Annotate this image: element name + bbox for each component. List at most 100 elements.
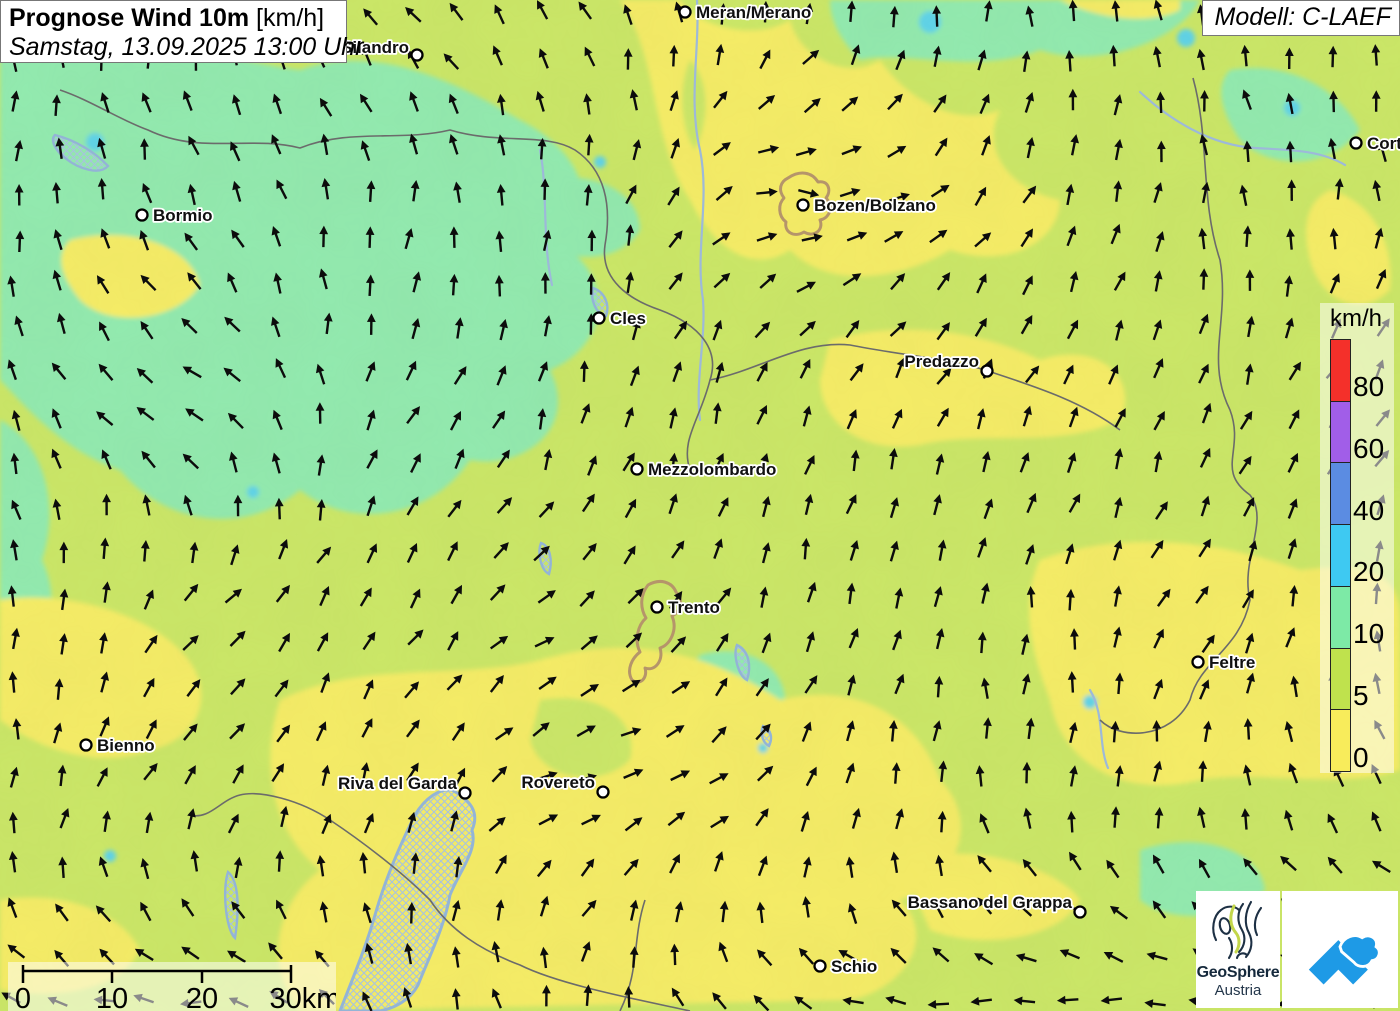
wind-arrow-shaft bbox=[229, 728, 241, 740]
wind-arrow-head bbox=[587, 773, 597, 782]
wind-arrow-shaft bbox=[141, 951, 154, 962]
wind-arrow bbox=[536, 771, 558, 781]
wind-arrow bbox=[1113, 585, 1122, 607]
wind-arrow bbox=[1198, 363, 1209, 384]
legend-panel: km/h 80 60 40 20 10 5 0 bbox=[1320, 303, 1394, 773]
wind-arrow-head bbox=[629, 899, 639, 909]
wind-arrow-head bbox=[719, 900, 729, 910]
wind-arrow bbox=[1114, 496, 1123, 519]
wind-arrow-head bbox=[1241, 808, 1250, 817]
wind-arrow-shaft bbox=[756, 368, 765, 382]
wind-arrow bbox=[1288, 762, 1299, 784]
wind-arrow bbox=[139, 229, 150, 251]
wind-arrow-head bbox=[848, 96, 859, 106]
wind-arrow-shaft bbox=[367, 13, 379, 26]
wind-arrow-head bbox=[538, 48, 547, 58]
wind-arrow-head bbox=[848, 494, 857, 504]
wind-arrow-shaft bbox=[631, 326, 638, 341]
wind-arrow-head bbox=[321, 672, 331, 682]
wind-arrow-shaft bbox=[1153, 635, 1162, 649]
city-marker bbox=[1191, 655, 1205, 669]
wind-arrow-head bbox=[1198, 858, 1207, 869]
wind-arrow bbox=[977, 897, 993, 915]
wind-arrow-head bbox=[1245, 269, 1255, 278]
wind-arrow bbox=[229, 630, 246, 647]
wind-arrow-shaft bbox=[101, 328, 110, 342]
wind-arrow-head bbox=[760, 678, 769, 688]
wind-arrow-shaft bbox=[234, 101, 242, 116]
wind-arrow-head bbox=[498, 854, 507, 865]
wind-arrow bbox=[183, 583, 199, 602]
wind-arrow bbox=[496, 184, 506, 206]
wind-arrow-shaft bbox=[936, 327, 947, 341]
wind-arrow-head bbox=[586, 493, 595, 504]
wind-arrow-shaft bbox=[852, 457, 857, 472]
wind-arrow-head bbox=[235, 723, 246, 733]
wind-arrow-head bbox=[280, 805, 289, 816]
wind-arrow-shaft bbox=[887, 148, 901, 158]
wind-arrow bbox=[670, 137, 680, 159]
wind-arrow-head bbox=[189, 583, 199, 594]
wind-arrow-shaft bbox=[407, 950, 413, 965]
wind-arrow bbox=[1025, 365, 1040, 384]
wind-arrow-head bbox=[893, 93, 903, 103]
wind-arrow bbox=[1025, 717, 1035, 740]
wind-arrow-head bbox=[1153, 46, 1162, 56]
wind-arrow bbox=[366, 543, 378, 564]
wind-arrow-shaft bbox=[712, 235, 725, 246]
wind-arrow bbox=[802, 896, 811, 918]
legend-color-bar bbox=[1330, 339, 1351, 772]
wind-arrow-head bbox=[1289, 498, 1298, 508]
wind-arrow-head bbox=[1245, 632, 1255, 643]
wind-arrow-shaft bbox=[1153, 417, 1163, 431]
wind-arrow bbox=[1115, 319, 1124, 341]
wind-arrow-head bbox=[1198, 760, 1208, 770]
wind-arrow bbox=[1248, 540, 1258, 562]
wind-arrow-head bbox=[977, 897, 987, 907]
wind-arrow-head bbox=[146, 677, 155, 688]
wind-arrow bbox=[795, 147, 817, 157]
wind-arrow-head bbox=[148, 719, 157, 729]
wind-arrow-shaft bbox=[275, 416, 283, 431]
wind-arrow bbox=[7, 897, 18, 918]
wind-arrow bbox=[95, 905, 112, 923]
wind-arrow bbox=[537, 361, 548, 382]
wind-arrow bbox=[316, 632, 329, 652]
wind-arrow bbox=[538, 501, 555, 518]
wind-arrow bbox=[1284, 317, 1294, 339]
city-label: Trento bbox=[668, 598, 720, 617]
wind-arrow bbox=[671, 540, 685, 559]
wind-arrow bbox=[1240, 44, 1250, 67]
wind-arrow bbox=[713, 851, 724, 872]
wind-arrow-shaft bbox=[538, 680, 551, 690]
wind-arrow bbox=[1065, 543, 1075, 565]
wind-arrow-head bbox=[713, 319, 723, 330]
wind-arrow bbox=[182, 366, 202, 379]
wind-arrow bbox=[933, 94, 947, 113]
wind-arrow-head bbox=[798, 947, 808, 958]
wind-arrow-shaft bbox=[496, 455, 507, 469]
wind-arrow-head bbox=[586, 273, 596, 282]
wind-arrow bbox=[1242, 89, 1252, 110]
wind-arrow-head bbox=[761, 723, 771, 733]
wind-arrow-shaft bbox=[894, 770, 898, 784]
wind-arrow-head bbox=[719, 773, 729, 782]
wind-arrow-head bbox=[850, 539, 859, 550]
wind-arrow-head bbox=[1284, 720, 1294, 731]
wind-arrow bbox=[1152, 854, 1165, 874]
wind-arrow bbox=[449, 411, 462, 431]
wind-arrow bbox=[102, 493, 111, 516]
wind-arrow-head bbox=[891, 762, 901, 772]
city-marker bbox=[650, 600, 664, 614]
wind-arrow bbox=[1153, 628, 1164, 649]
wind-arrow bbox=[141, 92, 152, 113]
wind-arrow-head bbox=[1200, 585, 1209, 596]
wind-arrow-head bbox=[670, 943, 680, 953]
wind-arrow-shaft bbox=[1336, 185, 1341, 200]
wind-arrow-shaft bbox=[890, 727, 895, 742]
wind-arrow-head bbox=[1287, 627, 1296, 637]
wind-arrow-shaft bbox=[587, 462, 595, 476]
wind-arrow-head bbox=[540, 272, 550, 281]
wind-arrow-head bbox=[59, 541, 69, 551]
wind-arrow-shaft bbox=[143, 908, 152, 922]
